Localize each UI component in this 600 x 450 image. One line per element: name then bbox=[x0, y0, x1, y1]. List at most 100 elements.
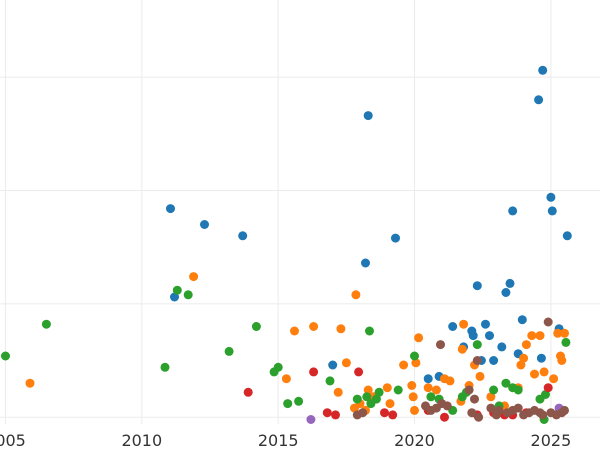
point-blue-31 bbox=[562, 231, 572, 241]
point-green-17 bbox=[374, 387, 384, 397]
point-green-34 bbox=[561, 337, 571, 347]
point-blue-19 bbox=[497, 342, 507, 352]
point-green-8 bbox=[273, 362, 283, 372]
point-brown-11 bbox=[472, 356, 482, 365]
point-blue-14 bbox=[472, 281, 482, 291]
point-orange-1 bbox=[189, 272, 199, 282]
point-blue-4 bbox=[328, 360, 338, 370]
point-orange-35 bbox=[516, 360, 526, 370]
point-red-3 bbox=[331, 410, 340, 420]
point-green-4 bbox=[183, 290, 193, 300]
x-tick-label: 2025 bbox=[531, 431, 572, 450]
point-blue-7 bbox=[391, 233, 400, 243]
point-brown-10 bbox=[470, 394, 479, 404]
point-orange-43 bbox=[553, 328, 563, 338]
series-brown bbox=[352, 317, 569, 422]
point-brown-7 bbox=[442, 401, 452, 411]
point-brown-18 bbox=[513, 403, 523, 413]
point-blue-21 bbox=[505, 278, 515, 288]
point-blue-29 bbox=[547, 206, 557, 216]
point-blue-13 bbox=[468, 331, 478, 341]
point-orange-7 bbox=[341, 358, 351, 368]
point-orange-3 bbox=[290, 326, 299, 336]
point-orange-14 bbox=[382, 383, 392, 393]
point-orange-0 bbox=[25, 378, 35, 388]
point-green-12 bbox=[352, 394, 362, 404]
point-orange-4 bbox=[309, 322, 319, 331]
point-brown-28 bbox=[560, 405, 569, 415]
point-brown-13 bbox=[486, 403, 496, 413]
point-green-11 bbox=[325, 376, 335, 386]
point-green-5 bbox=[224, 346, 234, 356]
point-blue-16 bbox=[481, 319, 490, 329]
point-brown-23 bbox=[538, 410, 548, 420]
x-tick-label: 2015 bbox=[258, 431, 299, 450]
point-green-20 bbox=[426, 392, 436, 402]
x-tick-label: 2010 bbox=[121, 431, 162, 450]
point-blue-10 bbox=[448, 322, 458, 331]
point-orange-40 bbox=[535, 331, 545, 341]
point-blue-28 bbox=[546, 192, 556, 202]
point-orange-39 bbox=[530, 369, 539, 379]
point-orange-19 bbox=[410, 405, 419, 415]
point-green-18 bbox=[393, 385, 403, 395]
data-points bbox=[1, 65, 572, 424]
point-orange-23 bbox=[431, 385, 441, 395]
point-orange-42 bbox=[549, 374, 559, 384]
point-brown-8 bbox=[464, 385, 474, 395]
point-green-26 bbox=[489, 385, 499, 395]
series-blue bbox=[166, 65, 572, 384]
point-green-13 bbox=[362, 392, 372, 402]
point-blue-27 bbox=[538, 65, 548, 75]
point-orange-45 bbox=[557, 356, 567, 365]
point-orange-12 bbox=[363, 385, 373, 395]
point-red-2 bbox=[322, 408, 332, 418]
point-orange-36 bbox=[519, 353, 529, 363]
point-green-19 bbox=[410, 351, 419, 361]
point-blue-3 bbox=[238, 231, 248, 241]
point-blue-25 bbox=[534, 95, 544, 105]
point-red-5 bbox=[380, 408, 389, 418]
point-red-0 bbox=[243, 387, 253, 397]
point-green-14 bbox=[365, 326, 374, 336]
point-orange-20 bbox=[411, 358, 421, 368]
point-orange-38 bbox=[527, 331, 537, 341]
point-green-10 bbox=[294, 396, 304, 406]
point-orange-32 bbox=[486, 392, 496, 402]
point-red-1 bbox=[309, 367, 319, 377]
point-orange-27 bbox=[457, 344, 467, 354]
point-blue-20 bbox=[501, 288, 511, 297]
point-green-2 bbox=[160, 362, 170, 372]
point-green-6 bbox=[251, 322, 261, 331]
point-orange-5 bbox=[333, 387, 343, 397]
point-blue-24 bbox=[517, 315, 527, 325]
point-orange-18 bbox=[408, 392, 418, 402]
point-orange-22 bbox=[423, 383, 433, 393]
point-green-1 bbox=[41, 319, 51, 329]
point-blue-2 bbox=[200, 220, 209, 229]
point-green-33 bbox=[541, 390, 550, 399]
point-red-8 bbox=[440, 412, 449, 422]
point-blue-8 bbox=[423, 374, 433, 384]
point-green-0 bbox=[1, 351, 10, 361]
point-blue-5 bbox=[361, 258, 370, 268]
point-green-9 bbox=[283, 399, 293, 409]
point-orange-31 bbox=[475, 371, 485, 381]
point-brown-24 bbox=[543, 317, 553, 327]
point-orange-6 bbox=[336, 324, 346, 334]
point-blue-22 bbox=[508, 206, 518, 216]
point-blue-17 bbox=[485, 331, 494, 341]
point-brown-9 bbox=[467, 408, 477, 418]
point-green-25 bbox=[472, 340, 482, 350]
point-blue-0 bbox=[166, 204, 175, 214]
point-purple-0 bbox=[306, 415, 316, 424]
point-orange-46 bbox=[560, 328, 569, 338]
point-brown-5 bbox=[436, 340, 445, 350]
point-orange-16 bbox=[399, 360, 409, 370]
point-green-16 bbox=[371, 394, 381, 404]
point-orange-17 bbox=[407, 381, 417, 390]
point-red-14 bbox=[543, 383, 553, 393]
point-brown-12 bbox=[474, 412, 484, 422]
point-brown-15 bbox=[494, 405, 504, 415]
